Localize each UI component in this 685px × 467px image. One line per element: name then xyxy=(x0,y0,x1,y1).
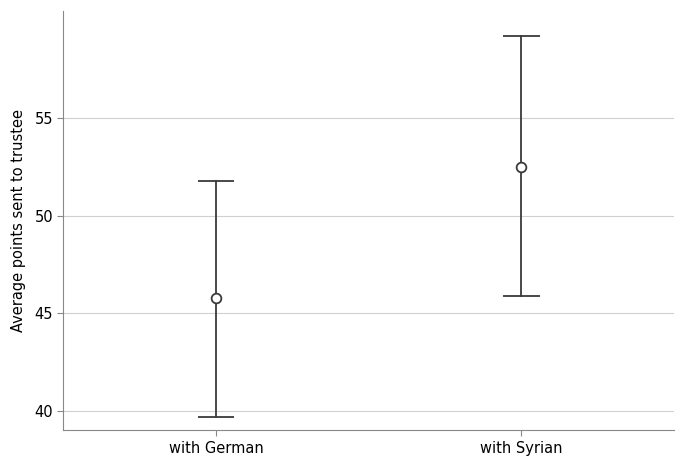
Y-axis label: Average points sent to trustee: Average points sent to trustee xyxy=(11,109,26,333)
